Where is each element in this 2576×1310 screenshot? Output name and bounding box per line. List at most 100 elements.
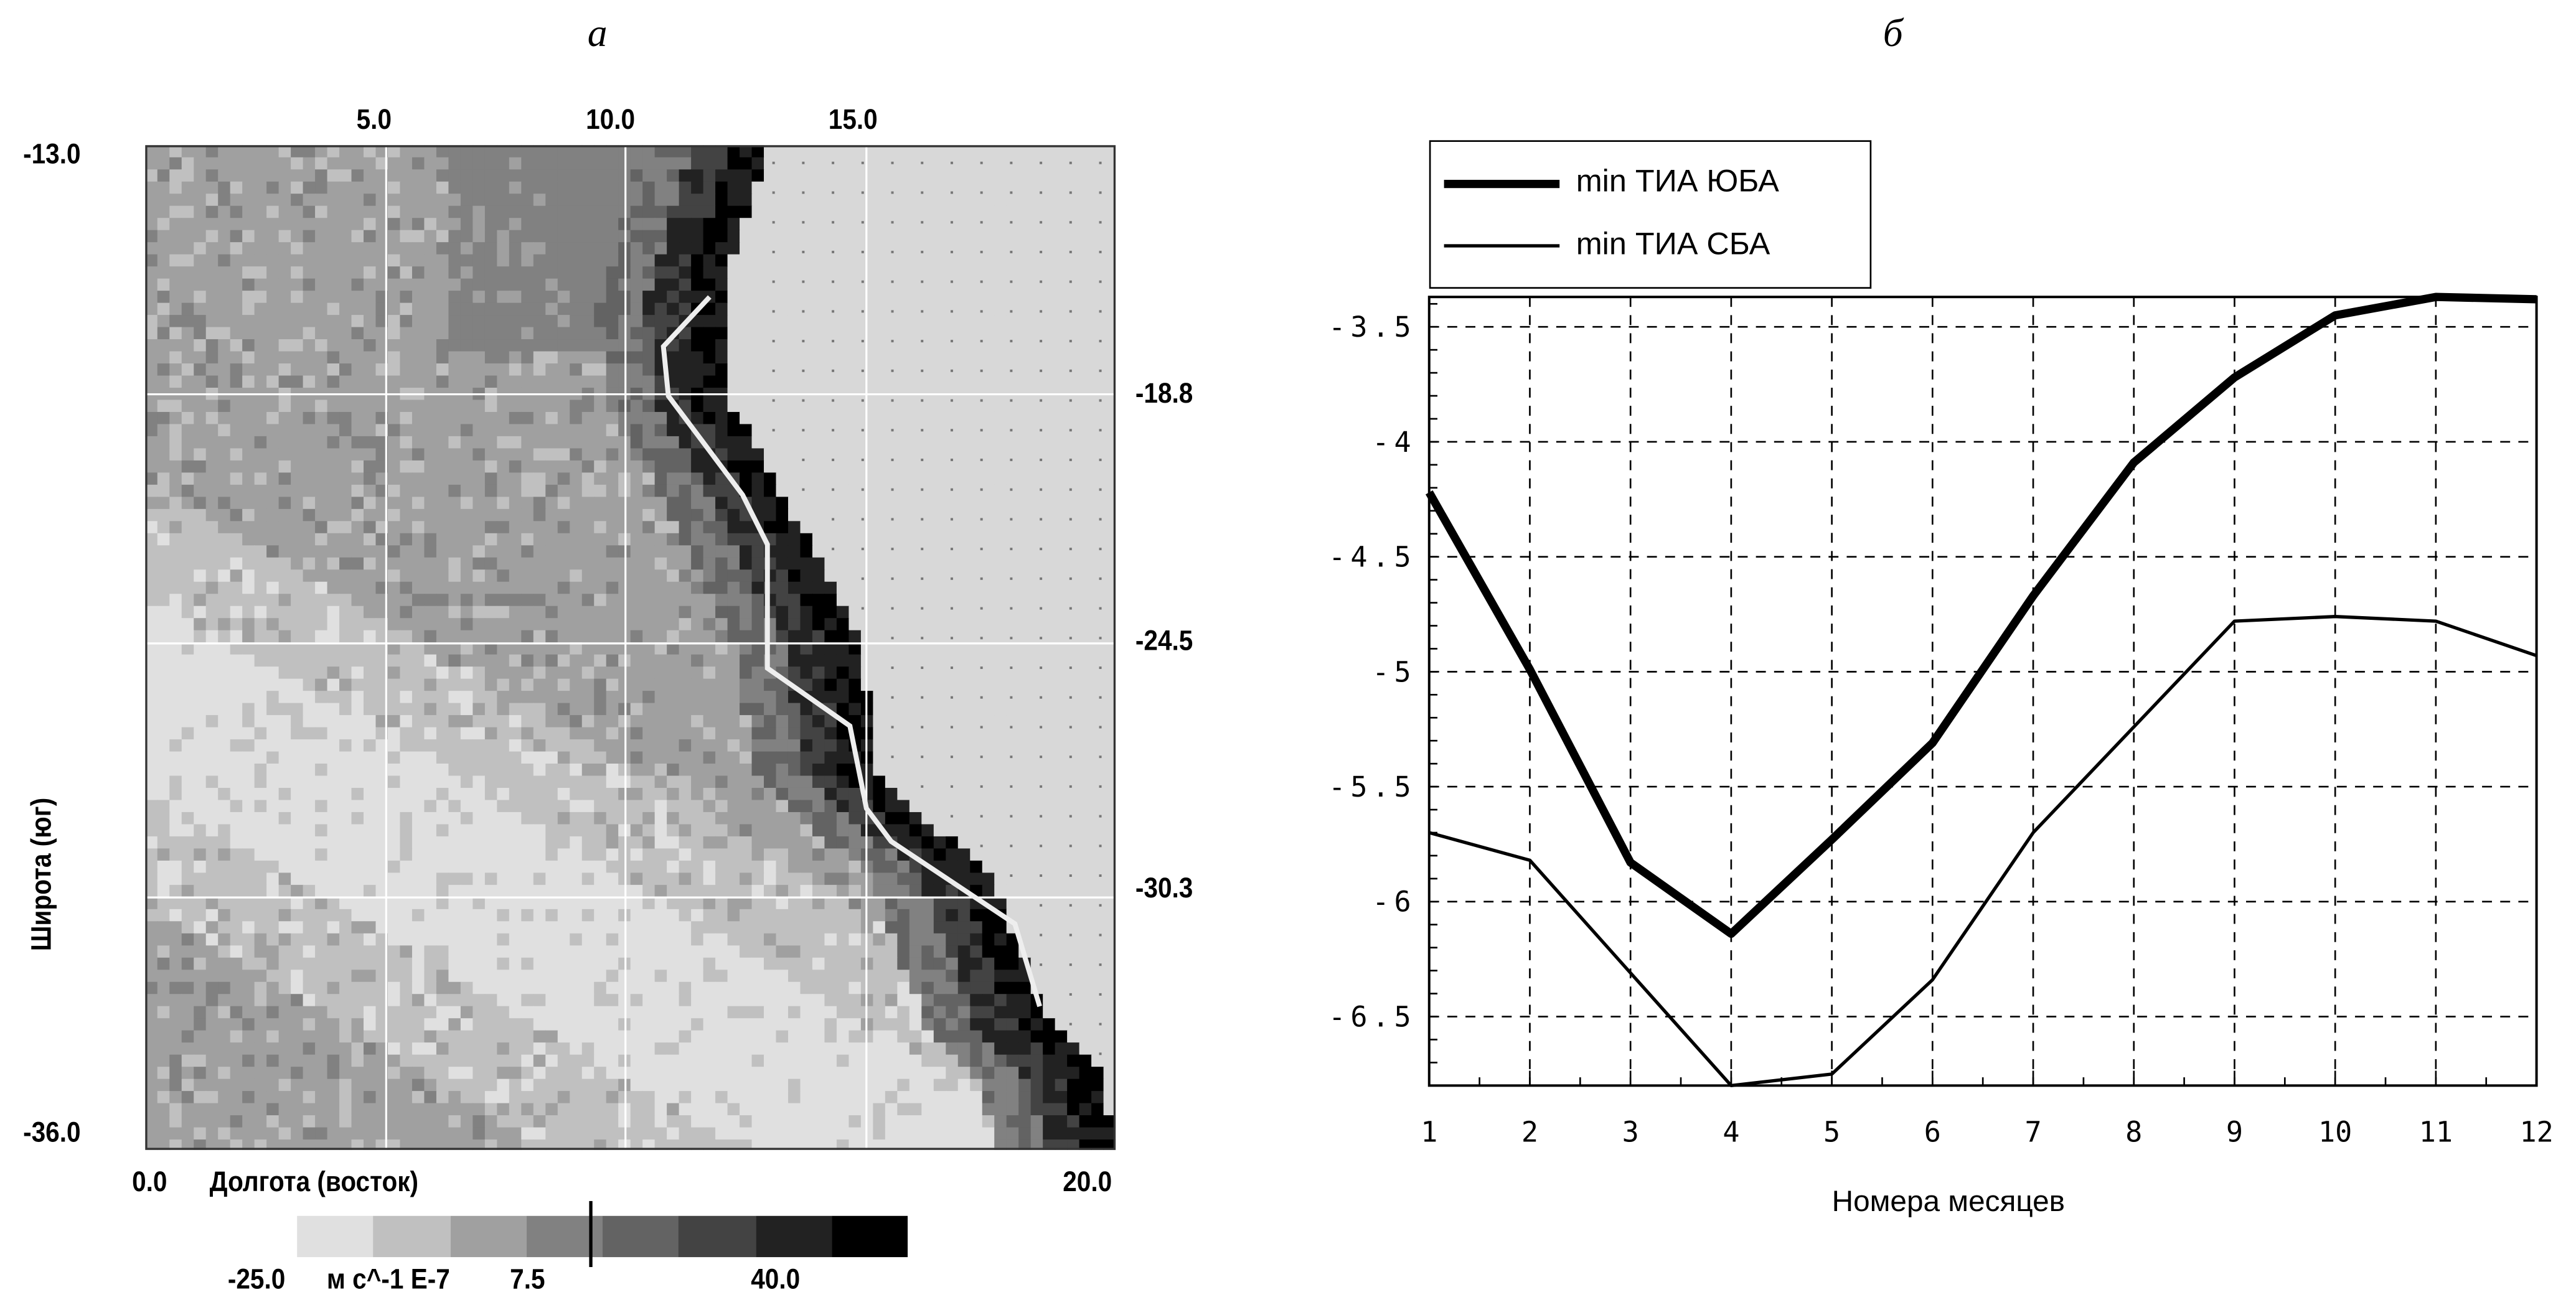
map-cell	[387, 836, 401, 849]
map-cell	[581, 497, 595, 510]
map-cell	[1030, 884, 1043, 898]
map-cell	[824, 775, 837, 788]
map-cell	[982, 363, 995, 377]
map-cell	[642, 436, 656, 449]
map-cell	[848, 642, 862, 655]
map-cell	[315, 363, 328, 377]
map-cell	[266, 824, 280, 837]
map-cell	[740, 569, 753, 582]
map-cell	[606, 448, 619, 461]
map-cell	[145, 751, 158, 764]
map-cell	[291, 169, 304, 182]
map-cell	[667, 557, 680, 571]
map-cell	[836, 230, 850, 243]
map-cell	[194, 351, 207, 364]
map-cell	[885, 581, 898, 595]
map-cell	[679, 194, 692, 207]
map-cell	[606, 230, 619, 243]
map-cell	[497, 787, 510, 801]
map-cell	[812, 739, 825, 752]
map-cell	[1006, 860, 1019, 874]
map-cell	[169, 291, 182, 304]
map-cell	[1043, 581, 1056, 595]
map-cell	[848, 836, 862, 849]
map-cell	[751, 339, 764, 352]
map-cell	[242, 266, 255, 279]
map-cell	[897, 278, 910, 291]
map-cell	[933, 230, 947, 243]
map-cell	[472, 194, 486, 207]
map-cell	[400, 606, 413, 619]
map-cell	[254, 812, 267, 825]
map-cell	[654, 497, 667, 510]
map-cell	[472, 291, 486, 304]
map-cell	[654, 460, 667, 474]
map-cell	[667, 351, 680, 364]
map-cell	[1055, 157, 1068, 171]
map-cell	[375, 667, 388, 680]
map-cell	[545, 254, 558, 267]
map-cell	[667, 775, 680, 788]
map-cell	[266, 691, 280, 704]
map-cell	[836, 606, 850, 619]
map-cell	[703, 848, 716, 861]
map-cell	[521, 739, 534, 752]
map-cell	[497, 436, 510, 449]
map-cell	[533, 218, 547, 231]
map-cell	[836, 145, 850, 158]
map-cell	[1018, 824, 1032, 837]
map-cell	[460, 836, 474, 849]
map-cell	[667, 363, 680, 377]
map-cell	[836, 375, 850, 388]
map-cell	[521, 618, 534, 631]
map-cell	[751, 824, 764, 837]
map-cell	[715, 291, 728, 304]
map-cell	[957, 545, 971, 558]
map-cell	[885, 375, 898, 388]
map-cell	[254, 363, 267, 377]
map-cell	[594, 145, 607, 158]
map-cell	[1079, 169, 1092, 182]
map-cell	[521, 145, 534, 158]
map-cell	[667, 230, 680, 243]
map-cell	[1055, 606, 1068, 619]
map-cell	[994, 545, 1007, 558]
map-cell	[181, 691, 195, 704]
map-cell	[181, 460, 195, 474]
map-cell	[242, 484, 255, 498]
map-cell	[1006, 411, 1019, 425]
map-cell	[921, 873, 934, 886]
map-cell	[509, 545, 522, 558]
map-cell	[545, 654, 558, 667]
map-cell	[194, 278, 207, 291]
map-cell	[740, 424, 753, 437]
map-cell	[278, 654, 291, 667]
map-cell	[715, 436, 728, 449]
map-cell	[1103, 836, 1116, 849]
map-cell	[909, 436, 923, 449]
map-cell	[909, 678, 923, 691]
map-cell	[740, 691, 753, 704]
map-cell	[1067, 764, 1080, 777]
map-cell	[800, 764, 813, 777]
map-cell	[375, 897, 388, 910]
map-cell	[194, 630, 207, 643]
map-cell	[909, 557, 923, 571]
map-cell	[157, 242, 171, 255]
map-cell	[581, 836, 595, 849]
map-cell	[1018, 436, 1032, 449]
map-cell	[703, 460, 716, 474]
map-cell	[800, 751, 813, 764]
map-cell	[315, 339, 328, 352]
map-cell	[291, 691, 304, 704]
map-cell	[242, 400, 255, 413]
map-cell	[400, 411, 413, 425]
map-cell	[679, 860, 692, 874]
map-cell	[557, 339, 571, 352]
map-cell	[448, 497, 461, 510]
map-cell	[303, 363, 316, 377]
map-cell	[691, 642, 704, 655]
map-cell	[497, 848, 510, 861]
map-cell	[460, 254, 474, 267]
map-cell	[327, 291, 340, 304]
